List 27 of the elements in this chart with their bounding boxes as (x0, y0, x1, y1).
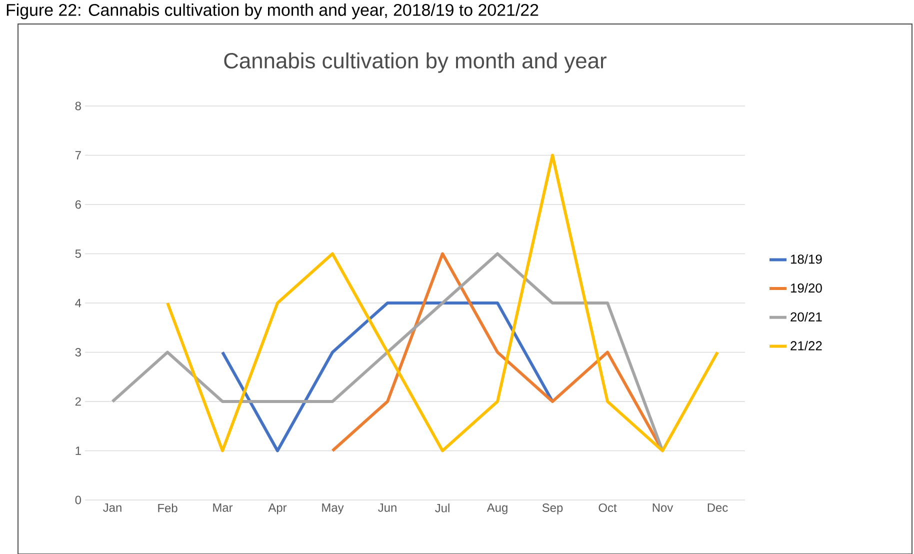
chart-title: Cannabis cultivation by month and year (224, 52, 606, 73)
x-tick-label: Feb (158, 503, 178, 512)
y-tick-label: 6 (75, 200, 81, 208)
x-tick-label: Jun (378, 503, 396, 512)
y-tick-label: 7 (75, 150, 81, 160)
x-tick-label: Dec (708, 503, 728, 512)
x-tick-label: Jan (103, 503, 122, 512)
legend-label: 19/20 (790, 282, 822, 292)
x-tick-label: Sep (542, 503, 563, 514)
x-tick-label: Oct (598, 503, 617, 512)
y-tick-label: 8 (75, 102, 81, 110)
x-tick-label: Aug (486, 503, 508, 514)
x-tick-label: Nov (652, 503, 674, 512)
x-tick-label: May (322, 503, 344, 514)
y-tick-label: 1 (76, 446, 81, 455)
legend-label: 20/21 (790, 312, 822, 322)
caption: Figure 22: Cannabis cultivation by month and year, 2018/19 to 2021/22 (6, 3, 538, 20)
y-tick-label: 2 (75, 397, 81, 406)
legend-label: 21/22 (790, 340, 822, 350)
y-tick-label: 0 (75, 496, 82, 504)
y-tick-label: 4 (75, 298, 82, 307)
legend-label: 18/19 (790, 254, 822, 264)
x-tick-label: Apr (268, 503, 287, 514)
x-tick-label: Jul (435, 503, 450, 512)
x-tick-label: Mar (213, 503, 233, 512)
y-tick-label: 5 (75, 249, 81, 258)
y-tick-label: 3 (75, 348, 81, 356)
